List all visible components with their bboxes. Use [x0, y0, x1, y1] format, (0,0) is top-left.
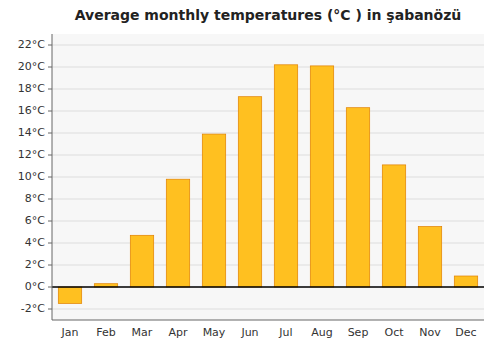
x-tick-label: Apr: [168, 326, 188, 339]
bar: [166, 179, 189, 287]
y-tick: [48, 309, 52, 310]
y-tick: [48, 243, 52, 244]
bar: [202, 134, 225, 287]
y-tick: [48, 221, 52, 222]
bar: [454, 276, 477, 287]
grid-line: [52, 45, 484, 46]
x-tick-label: Jan: [61, 326, 79, 339]
grid-line: [52, 199, 484, 200]
x-tick-label: Jun: [240, 326, 258, 339]
y-tick-label: 14°C: [18, 126, 45, 139]
x-tick-label: Feb: [96, 326, 115, 339]
chart: -2°C 0°C 2°C 4°C 6°C 8°C 10°C 12°C 14°C 16°C 18°C 2…: [0, 0, 500, 350]
plot-background: [52, 34, 484, 320]
x-tick-label: Sep: [348, 326, 369, 339]
x-tick-label: Oct: [384, 326, 404, 339]
y-tick: [48, 111, 52, 112]
x-tick-label: Dec: [455, 326, 476, 339]
y-tick-label: 16°C: [18, 104, 45, 117]
x-tick-label: May: [203, 326, 226, 339]
grid-line: [52, 287, 484, 288]
y-tick: [48, 67, 52, 68]
y-tick: [48, 265, 52, 266]
y-tick-label: 8°C: [25, 192, 45, 205]
grid-line: [52, 89, 484, 90]
bars: [58, 65, 477, 304]
y-tick: [48, 45, 52, 46]
y-tick-label: 22°C: [18, 38, 45, 51]
chart-container: -2°C 0°C 2°C 4°C 6°C 8°C 10°C 12°C 14°C 16°C 18°C 2…: [0, 0, 500, 350]
x-axis-line: [52, 320, 484, 321]
grid-line: [52, 221, 484, 222]
x-tick-label: Jul: [278, 326, 292, 339]
y-tick-label: 2°C: [25, 258, 45, 271]
grid-line: [52, 177, 484, 178]
bar: [382, 165, 405, 287]
y-tick: [48, 155, 52, 156]
x-tick-label: Mar: [132, 326, 153, 339]
bar: [418, 227, 441, 288]
bar: [238, 97, 261, 287]
y-tick-label: 20°C: [18, 60, 45, 73]
y-tick-label: 10°C: [18, 170, 45, 183]
grid-line: [52, 133, 484, 134]
grid-line: [52, 309, 484, 310]
y-tick: [48, 287, 52, 288]
y-tick: [48, 199, 52, 200]
y-tick: [48, 177, 52, 178]
bar: [346, 108, 369, 287]
y-tick-label: 12°C: [18, 148, 45, 161]
y-tick-label: 4°C: [25, 236, 45, 249]
y-tick-label: 6°C: [25, 214, 45, 227]
y-tick-label: 18°C: [18, 82, 45, 95]
zero-line: [52, 286, 484, 288]
y-tick-label: 0°C: [25, 280, 45, 293]
title: Average monthly temperatures (°C ) in şa…: [75, 7, 462, 23]
bar: [310, 66, 333, 287]
grid-line: [52, 155, 484, 156]
bar: [130, 235, 153, 287]
x-tick-label: Aug: [311, 326, 332, 339]
bar: [58, 287, 81, 304]
grid-line: [52, 67, 484, 68]
y-tick: [48, 89, 52, 90]
y-tick-label: -2°C: [21, 302, 45, 315]
x-tick-label: Nov: [419, 326, 441, 339]
bar: [274, 65, 297, 287]
y-axis-line: [52, 34, 53, 320]
grid-line: [52, 111, 484, 112]
y-tick: [48, 133, 52, 134]
